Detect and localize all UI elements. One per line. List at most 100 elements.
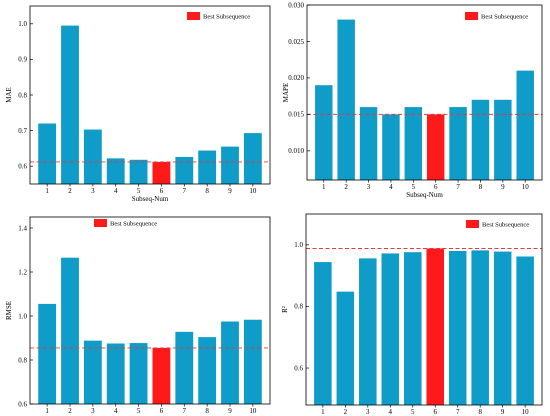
plot-frame (29, 216, 271, 405)
bar-best-6 (426, 114, 445, 180)
bar-10 (516, 70, 534, 181)
bar-1 (38, 123, 57, 184)
x-tick-label: 8 (478, 408, 482, 416)
x-tick-label: 10 (522, 408, 530, 416)
y-axis-label: R² (281, 306, 289, 313)
y-tick-label: 0.7 (18, 127, 27, 135)
bar-9 (494, 99, 512, 180)
x-tick-label: 7 (183, 187, 187, 195)
bar-3 (83, 340, 102, 404)
bar-3 (359, 107, 378, 180)
x-tick-label: 1 (45, 407, 49, 415)
y-tick-label: 0.6 (18, 400, 27, 408)
x-tick-label: 6 (160, 187, 164, 195)
bar-4 (381, 253, 400, 405)
x-tick-label: 8 (479, 183, 483, 191)
x-tick-label: 9 (501, 408, 505, 416)
bar-7 (175, 331, 194, 404)
bar-7 (449, 107, 467, 180)
bar-1 (315, 85, 333, 180)
x-tick-label: 3 (91, 407, 95, 415)
x-tick-label: 5 (411, 408, 415, 416)
bar-5 (404, 107, 423, 180)
bar-4 (106, 158, 125, 184)
y-tick-label: 0.020 (288, 74, 304, 82)
bar-best-6 (152, 347, 171, 404)
y-tick-label: 0.6 (294, 364, 303, 372)
y-tick-label: 0.6 (18, 163, 27, 171)
x-tick-label: 4 (114, 187, 118, 195)
bar-2 (61, 257, 79, 404)
x-tick-label: 8 (205, 407, 209, 415)
bar-2 (336, 291, 355, 405)
x-tick-label: 5 (137, 407, 141, 415)
y-tick-label: 0.025 (288, 38, 304, 46)
bar-4 (106, 343, 125, 404)
chart-mae: 0.6 0.7 0.8 0.9 1.0 1 2 3 4 5 6 7 8 9 10 Subseq-Num MAE B… (5, 5, 271, 203)
y-tick-label: 0.8 (18, 91, 27, 99)
x-axis-label: Subseq-Num (132, 195, 169, 203)
x-tick-label: 8 (205, 187, 209, 195)
x-tick-label: 2 (344, 183, 348, 191)
y-tick-label: 1.0 (18, 312, 27, 320)
legend: Best Subsequence (94, 219, 157, 228)
bar-8 (471, 250, 489, 405)
y-axis-label: MAPE (282, 83, 290, 102)
y-axis-label: MAE (5, 87, 13, 103)
x-tick-label: 2 (68, 187, 72, 195)
x-tick-label: 3 (91, 187, 95, 195)
bar-8 (198, 150, 217, 184)
bar-1 (314, 262, 332, 405)
plot-frame (305, 213, 543, 406)
y-tick-label: 1.0 (294, 241, 303, 249)
x-tick-label: 3 (367, 183, 371, 191)
x-tick-label: 6 (160, 407, 164, 415)
x-tick-label: 1 (321, 408, 325, 416)
x-tick-label: 5 (137, 187, 141, 195)
x-tick-label: 7 (456, 183, 460, 191)
plot-frame (306, 4, 543, 181)
x-tick-label: 4 (389, 408, 393, 416)
x-tick-label: 10 (522, 183, 530, 191)
x-tick-label: 4 (389, 183, 393, 191)
y-tick-label: 1.2 (18, 268, 27, 276)
x-tick-label: 2 (344, 408, 348, 416)
x-tick-label: 1 (322, 183, 326, 191)
legend: Best Subsequence (187, 12, 250, 21)
legend-label: Best Subsequence (203, 14, 250, 21)
bar-best-6 (152, 161, 171, 184)
x-tick-label: 9 (228, 407, 232, 415)
bar-3 (359, 258, 377, 405)
x-tick-label: 10 (249, 407, 257, 415)
bar-7 (175, 156, 194, 184)
bar-9 (221, 146, 239, 184)
bar-3 (83, 129, 102, 184)
legend-label: Best Subsequence (481, 14, 528, 21)
x-tick-label: 7 (456, 408, 460, 416)
bar-2 (61, 25, 79, 184)
legend-label: Best Subsequence (482, 222, 529, 229)
x-tick-label: 9 (501, 183, 505, 191)
legend-label: Best Subsequence (110, 221, 157, 228)
x-tick-label: 4 (114, 407, 118, 415)
bar-1 (38, 303, 57, 404)
y-tick-label: 0.8 (18, 356, 27, 364)
y-tick-label: 1.0 (18, 20, 27, 28)
x-tick-label: 5 (412, 183, 416, 191)
bar-2 (337, 19, 355, 180)
legend-swatch (466, 220, 479, 228)
chart-mape: 0.010 0.015 0.020 0.025 0.030 1 2 3 4 5 6 7 8 9 10 Subs… (282, 1, 543, 199)
legend-swatch (94, 219, 107, 227)
x-axis-label: Subseq-Num (406, 191, 443, 199)
x-tick-label: 2 (68, 407, 72, 415)
x-tick-label: 1 (45, 187, 49, 195)
bar-8 (471, 99, 490, 180)
legend: Best Subsequence (465, 12, 528, 21)
bar-5 (129, 343, 148, 404)
x-tick-label: 9 (228, 187, 232, 195)
y-tick-label: 1.4 (18, 224, 27, 232)
x-tick-label: 3 (366, 408, 370, 416)
y-axis-label: RMSE (5, 301, 13, 320)
